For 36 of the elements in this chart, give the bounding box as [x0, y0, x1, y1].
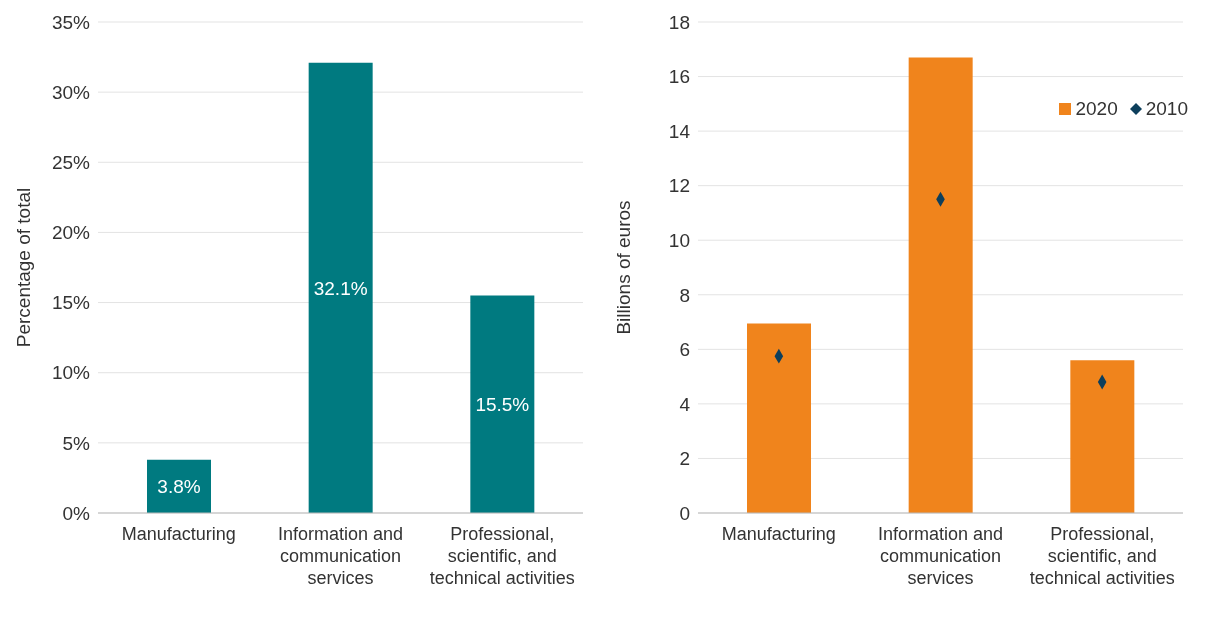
y-tick-label: 15% — [51, 292, 91, 314]
x-tick-label: Information and communication services — [877, 523, 1004, 588]
x-tick-label: Professional, scientific, and technical activities — [429, 523, 575, 588]
legend-label: 2010 — [1145, 98, 1188, 120]
x-tick-label: Manufacturing — [721, 523, 836, 544]
y-tick-label: 10% — [51, 362, 91, 384]
y-axis-title: Percentage of total — [12, 187, 34, 348]
y-tick-label: 8 — [679, 284, 690, 306]
x-tick-label: Manufacturing — [121, 523, 236, 544]
y-tick-label: 14 — [668, 120, 691, 142]
legend-label: 2020 — [1075, 98, 1118, 120]
y-tick-label: 10 — [668, 229, 690, 251]
y-tick-label: 12 — [668, 175, 690, 197]
bar — [747, 323, 811, 513]
data-label: 3.8% — [157, 476, 201, 498]
x-tick-label: Professional, scientific, and technical activities — [1029, 523, 1175, 588]
y-tick-label: 6 — [679, 339, 690, 361]
y-tick-label: 16 — [668, 66, 690, 88]
bar — [908, 57, 973, 513]
bar — [470, 295, 535, 513]
y-tick-label: 25% — [51, 152, 91, 174]
y-tick-label: 0 — [679, 502, 690, 524]
y-tick-label: 4 — [679, 393, 691, 415]
x-tick-label: Information and communication services — [277, 523, 404, 588]
y-tick-label: 35% — [51, 11, 91, 33]
bar — [308, 62, 373, 513]
y-tick-label: 5% — [62, 432, 91, 454]
y-tick-label: 20% — [51, 222, 91, 244]
y-tick-label: 0% — [62, 502, 91, 524]
y-tick-label: 18 — [668, 11, 690, 33]
data-label: 32.1% — [313, 277, 368, 299]
y-tick-label: 30% — [51, 81, 91, 103]
data-label: 15.5% — [475, 394, 530, 416]
y-axis-title: Billions of euros — [612, 200, 634, 335]
bar — [1070, 360, 1135, 513]
y-tick-label: 2 — [679, 448, 690, 470]
